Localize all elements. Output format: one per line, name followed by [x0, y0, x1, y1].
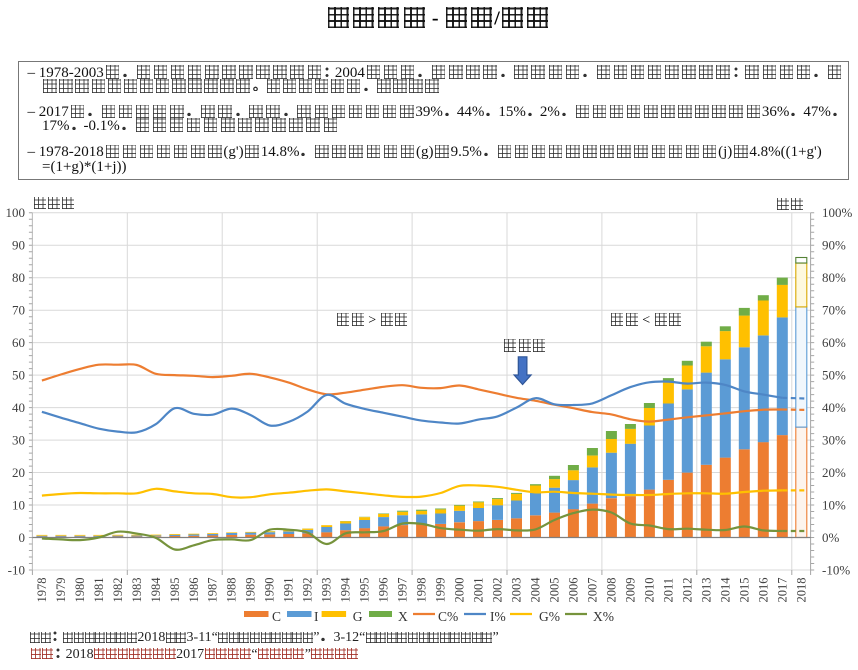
svg-text:90: 90	[12, 238, 25, 253]
svg-text:0: 0	[19, 530, 26, 545]
svg-text:X: X	[398, 609, 408, 624]
svg-text:2017: 2017	[775, 578, 789, 603]
svg-text:0%: 0%	[822, 530, 840, 545]
svg-text:1984: 1984	[149, 577, 163, 603]
svg-text:1981: 1981	[92, 578, 106, 603]
svg-text:40%: 40%	[822, 400, 846, 415]
svg-text:1978: 1978	[35, 578, 49, 603]
svg-text:1989: 1989	[244, 578, 258, 603]
svg-text:G%: G%	[539, 609, 560, 624]
svg-text:1985: 1985	[168, 578, 182, 603]
svg-text:80: 80	[12, 270, 25, 285]
svg-text:I%: I%	[490, 609, 506, 624]
svg-text:2002: 2002	[491, 578, 505, 603]
svg-text:2009: 2009	[623, 578, 637, 603]
svg-text:2005: 2005	[548, 578, 562, 603]
svg-text:2010: 2010	[642, 578, 656, 603]
svg-text:2001: 2001	[472, 578, 486, 603]
svg-text:100%: 100%	[822, 205, 853, 220]
svg-text:2013: 2013	[699, 578, 713, 603]
svg-text:1995: 1995	[358, 578, 372, 603]
svg-text:90%: 90%	[822, 238, 846, 253]
svg-text:100: 100	[6, 205, 26, 220]
svg-text:C%: C%	[438, 609, 458, 624]
svg-text:20%: 20%	[822, 465, 846, 480]
svg-text:50%: 50%	[822, 368, 846, 383]
svg-text:1991: 1991	[282, 578, 296, 603]
svg-text:1994: 1994	[339, 577, 353, 603]
svg-text:1988: 1988	[225, 578, 239, 603]
svg-text:X%: X%	[593, 609, 614, 624]
svg-text:2008: 2008	[604, 578, 618, 603]
svg-text:-10%: -10%	[822, 563, 850, 578]
svg-text:1987: 1987	[206, 578, 220, 603]
svg-text:60%: 60%	[822, 335, 846, 350]
svg-text:1986: 1986	[187, 578, 201, 603]
svg-text:2015: 2015	[737, 578, 751, 603]
svg-text:-10: -10	[8, 563, 25, 578]
svg-text:2012: 2012	[680, 578, 694, 603]
svg-text:20: 20	[12, 465, 25, 480]
svg-text:2007: 2007	[585, 578, 599, 603]
svg-text:2003: 2003	[510, 578, 524, 603]
svg-text:1998: 1998	[415, 578, 429, 603]
svg-text:1982: 1982	[111, 578, 125, 603]
svg-text:70%: 70%	[822, 303, 846, 318]
svg-text:1993: 1993	[320, 578, 334, 603]
svg-text:1983: 1983	[130, 578, 144, 603]
svg-text:C: C	[272, 609, 281, 624]
svg-text:2004: 2004	[529, 577, 543, 603]
svg-text:70: 70	[12, 303, 25, 318]
svg-text:10%: 10%	[822, 498, 846, 513]
svg-text:1990: 1990	[263, 578, 277, 603]
svg-text:60: 60	[12, 335, 25, 350]
svg-text:I: I	[314, 609, 319, 624]
svg-text:30%: 30%	[822, 433, 846, 448]
svg-text:2018: 2018	[794, 578, 808, 603]
svg-text:80%: 80%	[822, 270, 846, 285]
svg-text:10: 10	[12, 498, 25, 513]
svg-text:2000: 2000	[453, 578, 467, 603]
svg-text:1980: 1980	[73, 578, 87, 603]
svg-text:1992: 1992	[301, 578, 315, 603]
svg-text:2014: 2014	[718, 577, 732, 603]
svg-text:2006: 2006	[566, 578, 580, 603]
svg-text:50: 50	[12, 368, 25, 383]
svg-text:1997: 1997	[396, 578, 410, 603]
svg-text:2011: 2011	[661, 578, 675, 603]
svg-text:30: 30	[12, 433, 25, 448]
svg-text:40: 40	[12, 400, 25, 415]
svg-text:1999: 1999	[434, 578, 448, 603]
svg-text:2016: 2016	[756, 578, 770, 603]
svg-text:1979: 1979	[54, 578, 68, 603]
svg-text:1996: 1996	[377, 578, 391, 603]
svg-text:G: G	[353, 609, 363, 624]
